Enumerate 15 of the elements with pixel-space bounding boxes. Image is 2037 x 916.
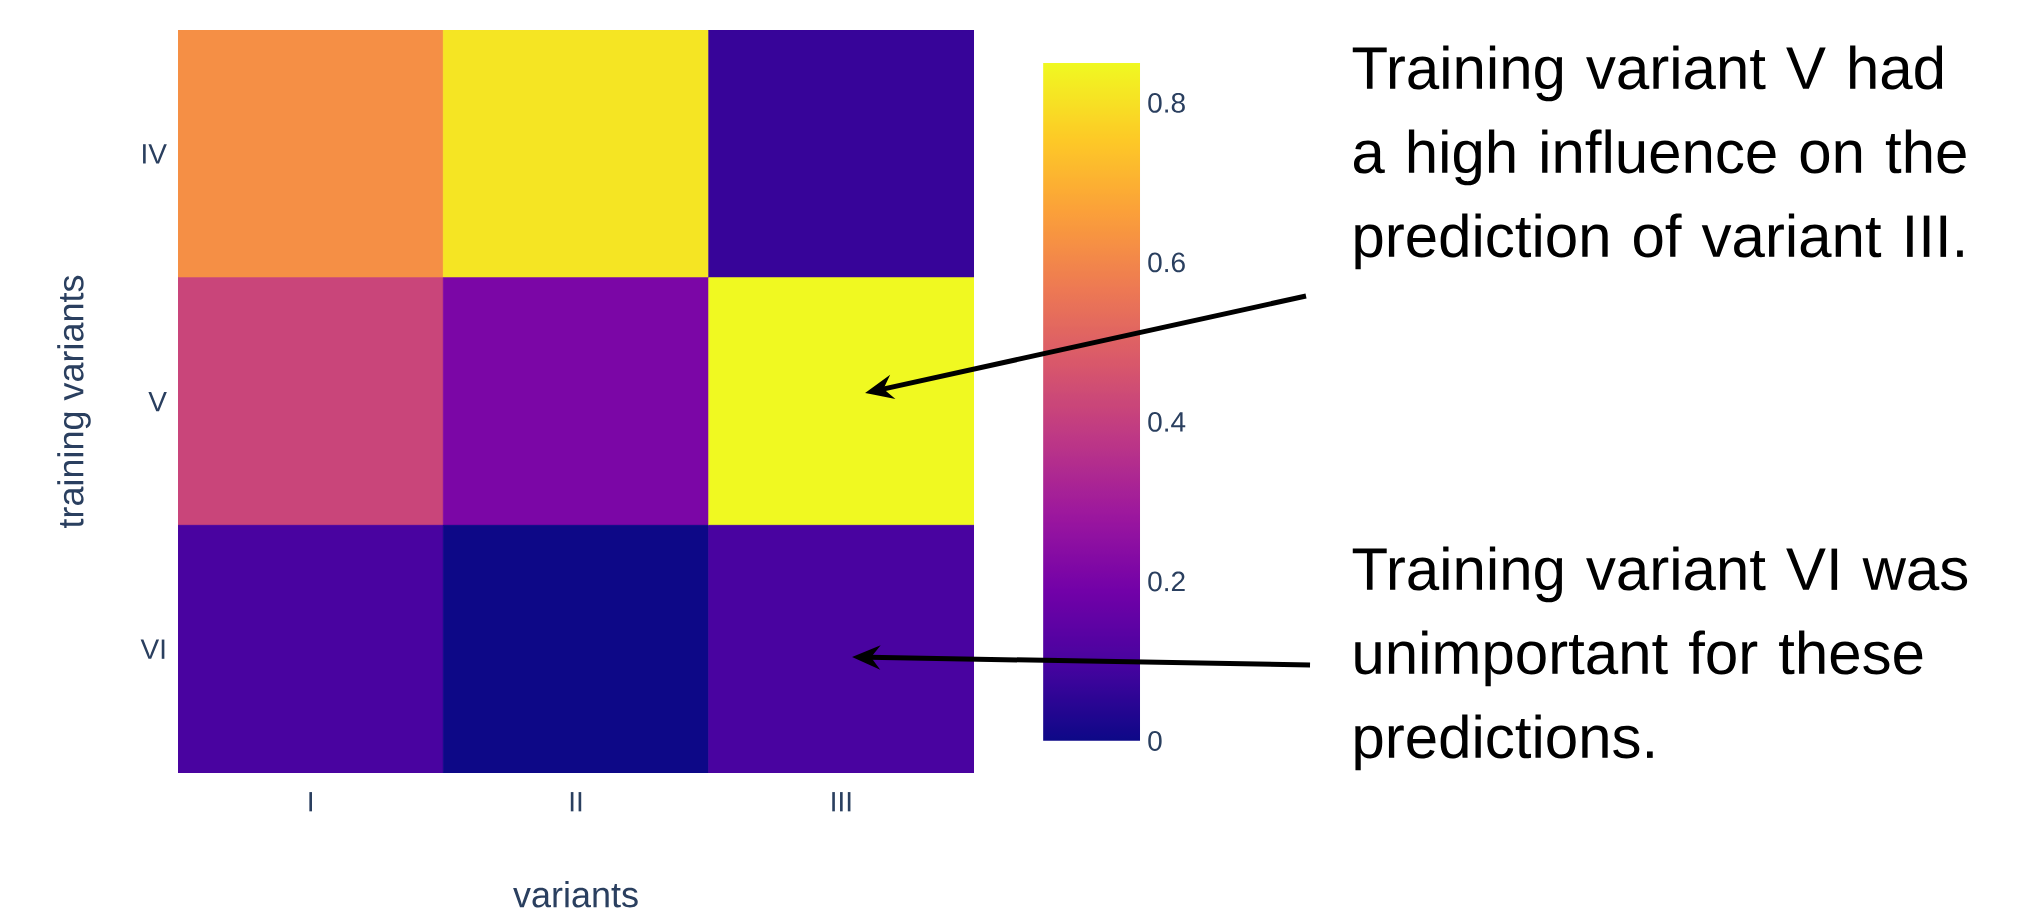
- x-tick-label: III: [832, 792, 851, 812]
- x-tick-label: II: [570, 792, 582, 812]
- color-bar-label: 0.2: [1148, 571, 1185, 592]
- x-axis-title: variants: [513, 881, 638, 908]
- color-bar-label: 0.4: [1148, 412, 1186, 432]
- y-tick-label: VI: [140, 639, 165, 659]
- y-tick-label: V: [148, 391, 167, 412]
- color-bar-label: 0.8: [1148, 92, 1185, 113]
- x-tick-label: I: [309, 792, 312, 812]
- text: Training variant VI was unimportant for these predictions.: [1352, 546, 1968, 771]
- text: Training variant V had a high influence on the prediction of variant III.: [1352, 45, 1966, 270]
- color-bar-label: 0: [1148, 731, 1162, 751]
- y-tick-label: IV: [143, 144, 167, 164]
- y-axis-title: training variants: [57, 275, 91, 529]
- color-bar-label: 0.6: [1148, 252, 1185, 273]
